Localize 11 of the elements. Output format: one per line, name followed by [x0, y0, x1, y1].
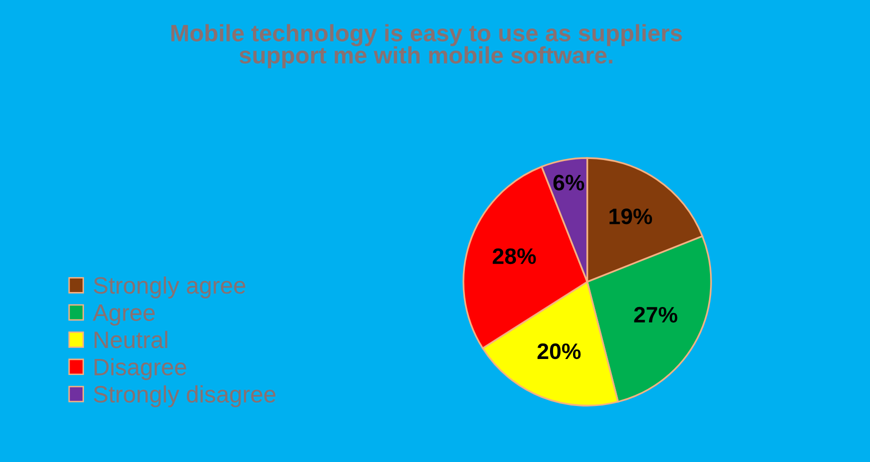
legend-label: Neutral — [94, 330, 168, 348]
legend-label: Strongly agree — [94, 276, 246, 298]
legend-label: Disagree — [94, 358, 186, 380]
legend-label: Agree — [92, 304, 155, 326]
data-label: 28% — [492, 248, 536, 264]
legend-label: Strongly disagree — [94, 385, 276, 408]
data-label: 27% — [634, 306, 678, 323]
data-label: 6% — [553, 174, 584, 190]
data-label: 20% — [538, 343, 581, 360]
chart-title: Mobile technology is easy to use as suppliers support me with mobile software. — [171, 24, 682, 68]
data-label: 19% — [610, 208, 652, 224]
